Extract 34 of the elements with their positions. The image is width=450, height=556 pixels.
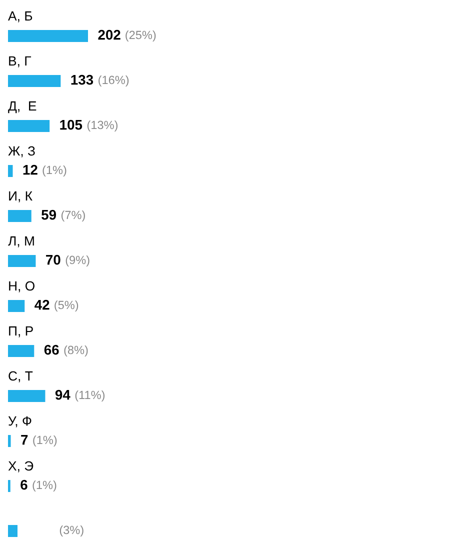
bar	[8, 120, 50, 132]
bar	[8, 30, 88, 42]
data-label: 42 (5%)	[34, 300, 78, 312]
data-label: 12 (1%)	[23, 164, 66, 176]
y-tick-label: И, К	[9, 191, 32, 202]
data-label: 59 (7%)	[42, 210, 85, 222]
data-label: 66 (8%)	[44, 344, 88, 356]
y-tick-label: Л, М	[8, 236, 34, 248]
data-label: 70 (9%)	[46, 254, 90, 266]
bar	[8, 525, 18, 537]
data-label: 6 (1%)	[20, 480, 56, 492]
y-tick-label: П, Р	[9, 326, 33, 338]
bar	[8, 435, 11, 447]
bar	[8, 75, 61, 87]
y-tick-label: Н, О	[9, 281, 34, 292]
bar	[8, 255, 36, 267]
data-label: 202 (25%)	[98, 30, 156, 42]
y-tick-label: Ж, З	[8, 146, 35, 158]
annotation: (3%)	[60, 525, 84, 536]
data-label: 7 (1%)	[21, 435, 57, 446]
bar	[8, 300, 25, 312]
y-tick-label: Х, Э	[8, 461, 34, 472]
bar	[8, 390, 46, 402]
y-tick-label: У, Ф	[8, 416, 32, 428]
y-tick-label: Д, Е	[8, 101, 36, 114]
y-tick-label: А, Б	[8, 11, 32, 22]
data-label: 94 (11%)	[55, 390, 105, 402]
y-tick-label: С, Т	[8, 371, 33, 382]
data-label: 133 (16%)	[71, 74, 129, 86]
y-tick-label: В, Г	[9, 56, 32, 68]
bar	[8, 345, 34, 357]
bar	[8, 165, 13, 177]
data-label: 105 (13%)	[60, 120, 118, 132]
bar	[8, 210, 32, 222]
